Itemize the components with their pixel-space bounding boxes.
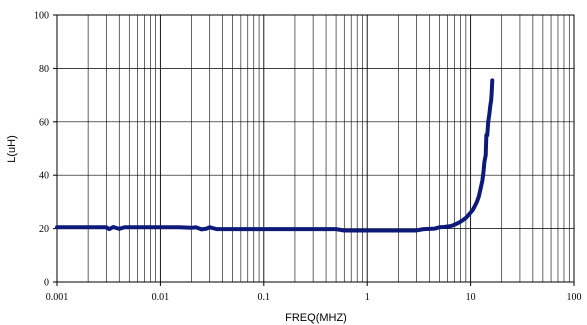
x-axis-label: FREQ(MHZ): [285, 312, 347, 324]
y-tick-label: 80: [39, 64, 49, 75]
y-axis-label: L(uH): [6, 135, 18, 163]
y-tick-label: 0: [44, 278, 49, 289]
x-tick-label: 0.001: [46, 292, 69, 303]
y-tick-label: 100: [34, 11, 49, 22]
x-tick-label: 100: [567, 292, 582, 303]
tick-labels: 0.001 0.01 0.1 1 10 100 0 20 40 60 80 100: [34, 11, 582, 304]
y-tick-label: 60: [39, 117, 49, 128]
x-tick-label: 0.01: [152, 292, 170, 303]
plot-background: [57, 15, 574, 282]
plot-frame: [56, 14, 575, 283]
plot-area: [57, 15, 574, 282]
x-tick-label: 1: [365, 292, 370, 303]
data-series: [55, 78, 495, 233]
y-tick-label: 20: [39, 224, 49, 235]
x-tick-label: 0.1: [258, 292, 271, 303]
y-tick-label: 40: [39, 171, 49, 182]
inductance-curve: [55, 78, 495, 233]
axes: [53, 14, 575, 286]
x-tick-label: 10: [466, 292, 476, 303]
